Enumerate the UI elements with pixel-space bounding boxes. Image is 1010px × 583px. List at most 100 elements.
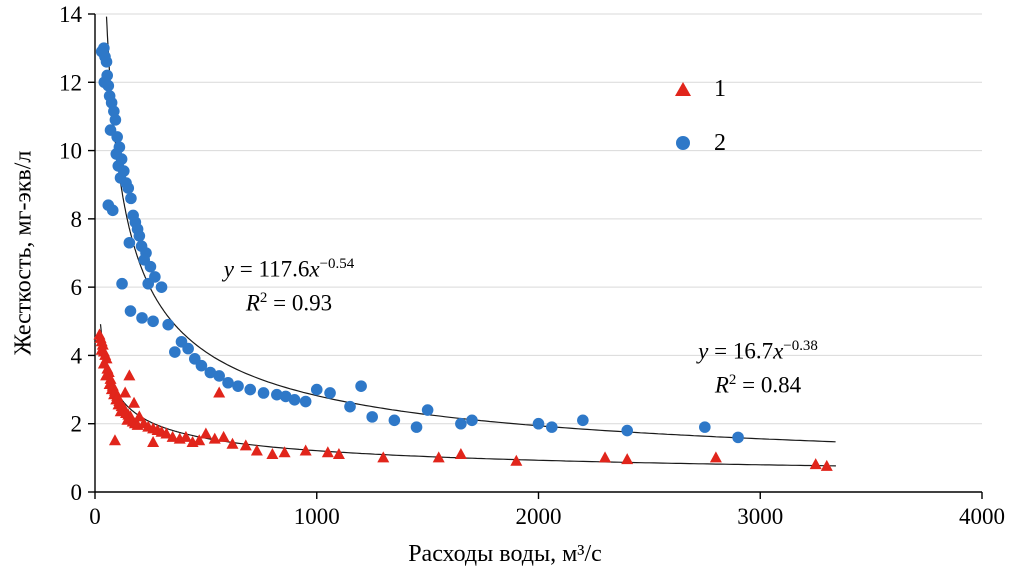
x-tick-label: 2000 (516, 504, 562, 529)
legend-label: 2 (714, 129, 726, 156)
data-point-series-1 (123, 369, 136, 381)
data-point-series-2 (271, 388, 283, 401)
data-point-series-2 (421, 404, 434, 416)
data-point-series-2 (111, 131, 123, 143)
data-point-series-1 (226, 437, 239, 449)
data-point-series-2 (466, 414, 478, 427)
trend-equation: y = 16.7x−0.38 (698, 338, 818, 364)
data-point-series-1 (128, 396, 141, 408)
data-point-series-2 (621, 424, 633, 437)
trend-equation: y = 117.6x−0.54 (223, 256, 355, 282)
data-point-series-2 (144, 260, 157, 273)
data-point-series-2 (310, 383, 323, 396)
legend-item-series-2: 2 (672, 128, 726, 158)
data-point-series-2 (162, 318, 174, 331)
data-point-series-2 (455, 417, 467, 430)
trendline-series-1 (99, 324, 836, 467)
trend-annotation-series-2: y = 117.6x−0.54 R2 = 0.93 (169, 250, 409, 317)
trend-r2: R2 = 0.84 (714, 371, 802, 398)
data-point-series-2 (125, 192, 137, 205)
trend-annotation-series-1: y = 16.7x−0.38 R2 = 0.84 (638, 332, 878, 399)
data-point-series-2 (410, 421, 423, 433)
data-point-series-2 (299, 395, 312, 408)
data-point-series-2 (155, 281, 168, 293)
data-point-series-2 (546, 421, 558, 433)
data-point-series-2 (98, 42, 110, 54)
data-point-series-2 (106, 204, 119, 217)
data-point-series-1 (217, 430, 230, 442)
data-point-series-2 (147, 315, 159, 328)
data-point-series-2 (222, 376, 234, 389)
data-point-series-1 (239, 439, 252, 451)
data-point-series-1 (332, 447, 345, 459)
data-point-series-2 (355, 380, 367, 392)
y-tick-label: 8 (71, 207, 83, 232)
data-point-series-1 (104, 372, 117, 384)
x-tick-label: 1000 (294, 504, 340, 529)
data-point-series-1 (278, 446, 291, 458)
data-point-series-2 (102, 79, 115, 92)
data-point-series-2 (195, 359, 208, 372)
data-point-series-1 (166, 430, 179, 442)
x-tick-label: 4000 (959, 504, 1005, 529)
data-point-series-1 (621, 453, 634, 465)
data-point-series-1 (510, 454, 523, 466)
data-point-series-1 (179, 430, 192, 442)
data-point-series-2 (122, 182, 135, 194)
data-point-series-1 (321, 446, 334, 458)
data-point-series-1 (199, 427, 212, 439)
data-point-series-2 (232, 380, 244, 392)
data-point-series-2 (279, 390, 292, 403)
data-point-series-2 (213, 370, 225, 382)
data-point-series-1 (119, 386, 132, 398)
x-axis-title: Расходы воды, м³/с (408, 541, 602, 567)
data-point-series-1 (454, 447, 467, 459)
y-tick-label: 14 (59, 2, 83, 27)
data-point-series-1 (160, 427, 173, 439)
y-tick-label: 4 (71, 343, 83, 368)
data-point-series-1 (377, 451, 390, 463)
x-tick-label: 0 (89, 504, 101, 529)
data-point-series-2 (532, 417, 545, 430)
data-point-series-1 (432, 451, 445, 463)
trend-r2: R2 = 0.93 (245, 289, 333, 316)
data-point-series-2 (257, 387, 270, 399)
data-point-series-1 (213, 386, 226, 398)
data-point-series-1 (820, 459, 833, 471)
data-point-series-2 (324, 387, 336, 399)
data-point-series-1 (266, 447, 279, 459)
y-tick-label: 2 (71, 412, 83, 437)
legend-item-series-1: 1 (672, 74, 726, 104)
data-point-series-1 (147, 435, 160, 447)
data-point-series-2 (123, 236, 136, 249)
data-point-series-2 (204, 366, 217, 379)
triangle-marker-icon (672, 82, 694, 96)
data-point-series-1 (809, 458, 822, 470)
data-point-series-1 (193, 434, 206, 446)
data-point-series-2 (169, 346, 181, 358)
x-tick-label: 3000 (737, 504, 783, 529)
chart-legend: 1 2 (672, 74, 726, 182)
y-tick-label: 0 (71, 480, 83, 505)
y-tick-label: 10 (59, 139, 82, 164)
data-point-series-1 (133, 410, 146, 422)
data-point-series-2 (366, 411, 378, 423)
y-axis-title: Жесткость, мг-экв/л (10, 150, 37, 356)
data-point-series-2 (133, 230, 146, 242)
data-point-series-2 (288, 394, 301, 406)
data-point-series-1 (96, 338, 109, 350)
data-point-series-2 (136, 312, 148, 324)
data-point-series-2 (100, 56, 113, 68)
y-tick-label: 12 (59, 70, 82, 95)
data-point-series-1 (299, 444, 312, 456)
data-point-series-2 (344, 400, 356, 413)
data-point-series-2 (244, 383, 257, 396)
data-point-series-2 (142, 277, 155, 290)
legend-label: 1 (714, 75, 726, 102)
data-point-series-2 (577, 414, 589, 427)
data-point-series-2 (109, 114, 122, 126)
circle-marker-icon (672, 136, 694, 150)
data-point-series-1 (250, 444, 263, 456)
data-point-series-1 (599, 451, 612, 463)
